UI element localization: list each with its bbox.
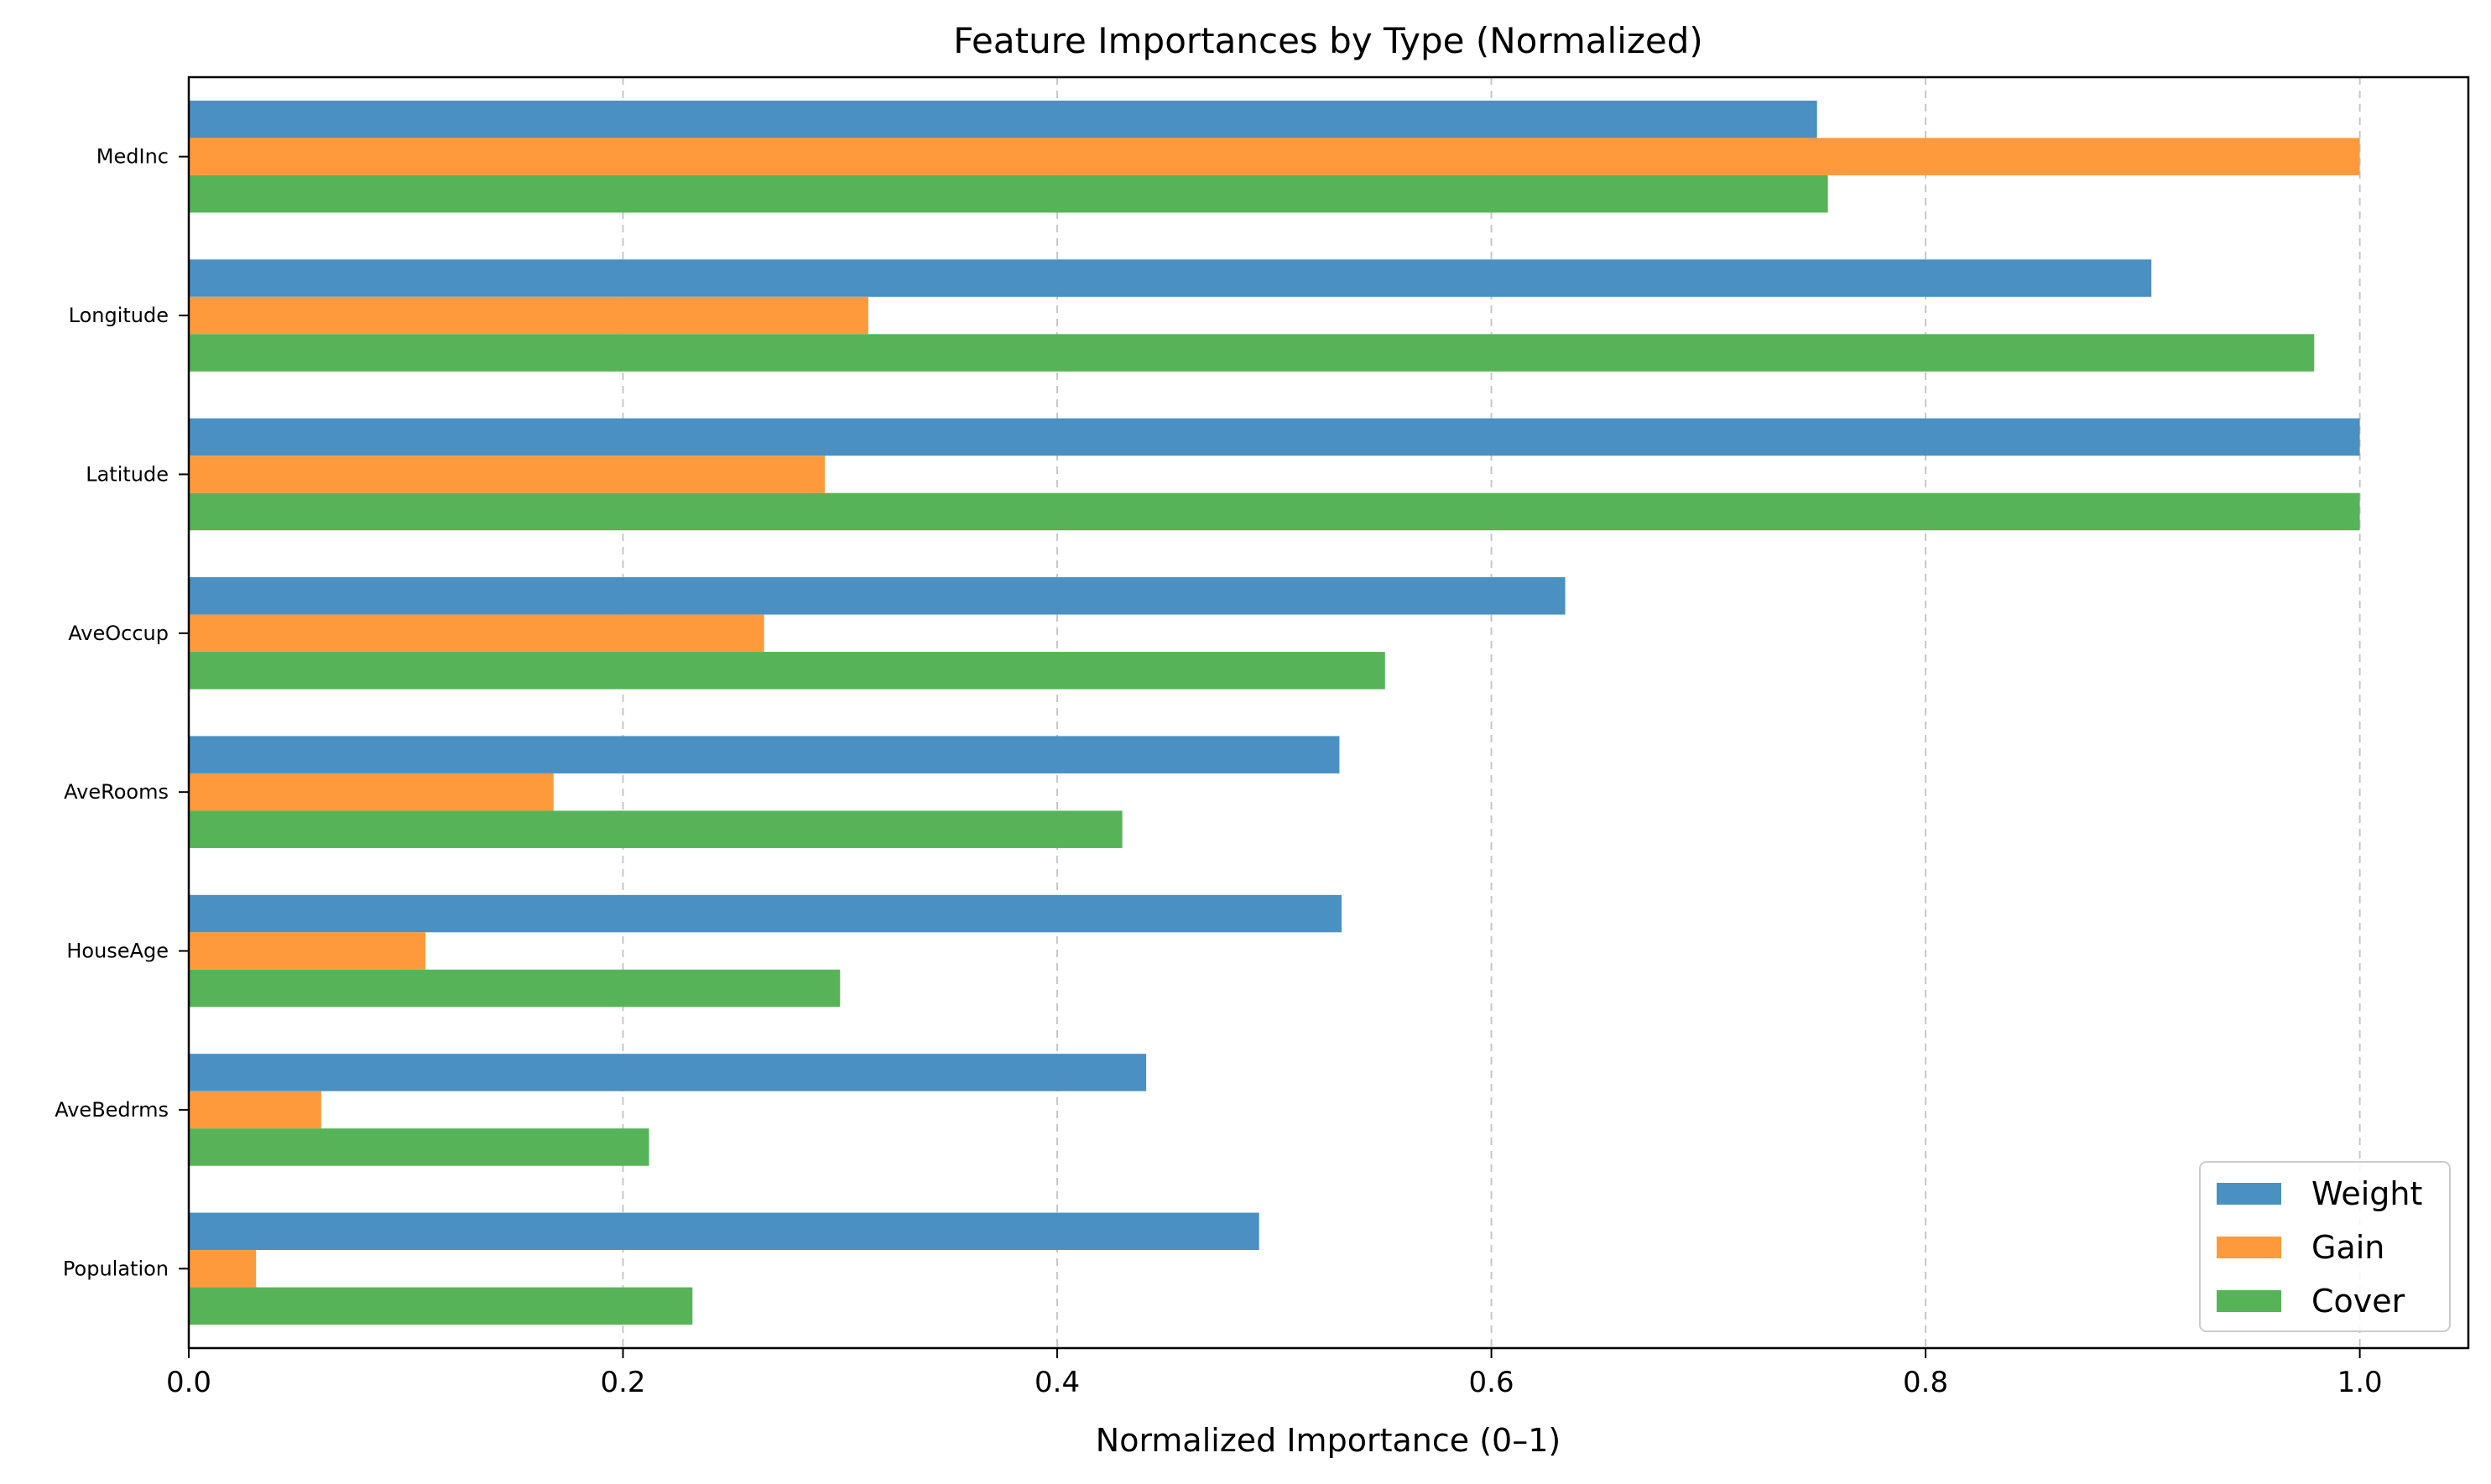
- y-tick-label: Population: [63, 1257, 169, 1280]
- y-tick-label: Longitude: [69, 304, 169, 327]
- bar-weight-population: [189, 1212, 1259, 1251]
- bar-weight-medinc: [189, 100, 1817, 138]
- legend-swatch-weight: [2217, 1183, 2281, 1205]
- bar-weight-longitude: [189, 259, 2152, 297]
- y-tick-label: AveRooms: [64, 780, 169, 804]
- y-tick-label: Latitude: [86, 462, 169, 486]
- legend-label-weight: Weight: [2311, 1175, 2422, 1212]
- bar-weight-averooms: [189, 736, 1340, 773]
- bar-cover-avebedrms: [189, 1128, 649, 1166]
- bar-weight-houseage: [189, 894, 1342, 933]
- bar-cover-aveoccup: [189, 652, 1385, 690]
- bar-gain-longitude: [189, 296, 868, 335]
- bar-cover-population: [189, 1287, 693, 1325]
- bar-cover-latitude: [189, 492, 2360, 531]
- bar-gain-latitude: [189, 456, 826, 493]
- bar-cover-averooms: [189, 810, 1123, 848]
- y-axis: MedInc Longitude Latitude AveOccup AveRooms H…: [55, 145, 189, 1280]
- y-tick-label: AveBedrms: [55, 1098, 169, 1122]
- bar-gain-population: [189, 1250, 257, 1288]
- bar-gain-houseage: [189, 932, 426, 970]
- bars: [189, 100, 2360, 1325]
- legend-label-cover: Cover: [2311, 1283, 2405, 1320]
- bar-weight-latitude: [189, 418, 2360, 456]
- bar-weight-aveoccup: [189, 577, 1566, 615]
- x-tick-label: 0.8: [1903, 1366, 1948, 1399]
- bar-cover-medinc: [189, 174, 1828, 213]
- bar-gain-aveoccup: [189, 614, 764, 653]
- x-axis: 0.0 0.2 0.4 0.6 0.8 1.0: [166, 1348, 2383, 1399]
- chart-title: Feature Importances by Type (Normalized): [953, 20, 1703, 61]
- bar-weight-avebedrms: [189, 1054, 1147, 1091]
- legend-swatch-cover: [2217, 1290, 2281, 1312]
- plot-frame: [187, 76, 2470, 1350]
- bar-gain-averooms: [189, 773, 554, 811]
- bar-gain-avebedrms: [189, 1091, 321, 1129]
- bar-gain-medinc: [189, 138, 2360, 175]
- x-tick-label: 0.4: [1034, 1366, 1080, 1399]
- bar-cover-longitude: [189, 334, 2315, 372]
- x-tick-label: 0.0: [166, 1366, 211, 1399]
- x-tick-label: 1.0: [2337, 1366, 2383, 1399]
- legend: Weight Gain Cover: [2199, 1161, 2451, 1332]
- y-tick-label: HouseAge: [66, 940, 169, 963]
- x-tick-label: 0.6: [1469, 1366, 1514, 1399]
- y-tick-label: MedInc: [96, 145, 169, 169]
- y-tick-label: AveOccup: [68, 622, 169, 645]
- x-tick-label: 0.2: [600, 1366, 645, 1399]
- x-axis-label: Normalized Importance (0–1): [1096, 1422, 1561, 1459]
- bar-cover-houseage: [189, 969, 841, 1008]
- legend-swatch-gain: [2217, 1237, 2281, 1258]
- grid-lines: [622, 77, 2361, 1348]
- legend-label-gain: Gain: [2311, 1229, 2384, 1266]
